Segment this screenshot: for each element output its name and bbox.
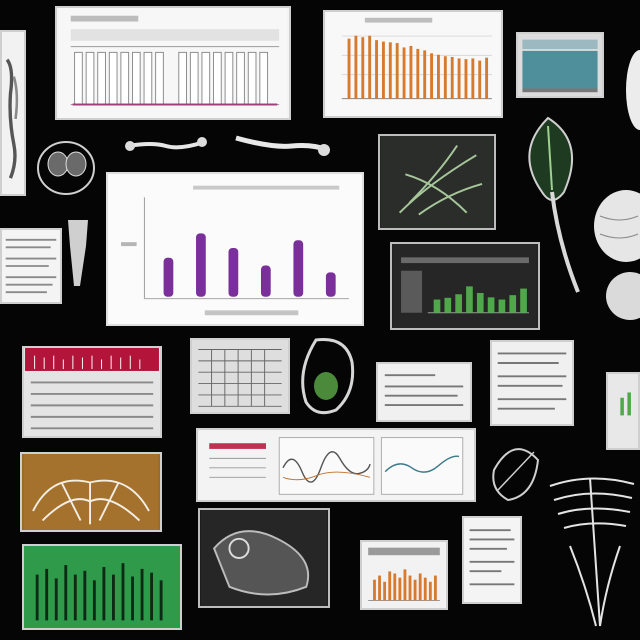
scan-image-panel bbox=[198, 508, 330, 608]
green-bar-thumbnail bbox=[25, 546, 179, 628]
document-panel bbox=[462, 516, 522, 604]
bar bbox=[443, 56, 447, 99]
bar bbox=[402, 47, 406, 99]
bar bbox=[466, 286, 473, 313]
bar bbox=[375, 40, 378, 99]
top-right-chart-panel bbox=[323, 10, 503, 118]
top-right-bar-chart bbox=[326, 12, 500, 116]
bottom-bar-chart bbox=[368, 547, 440, 601]
bar bbox=[498, 299, 506, 313]
data-table-thumbnail bbox=[25, 348, 159, 430]
bar bbox=[368, 35, 372, 99]
green-bars-panel bbox=[22, 544, 182, 630]
bar bbox=[450, 56, 454, 99]
bottom-chart-panel bbox=[360, 540, 448, 610]
top-left-chart-panel bbox=[55, 6, 291, 120]
top-right-screen-panel bbox=[516, 32, 604, 98]
bar bbox=[416, 48, 420, 99]
bar bbox=[163, 257, 174, 297]
bar bbox=[354, 35, 358, 99]
top-left-chart bbox=[59, 8, 287, 118]
tissue-photo-panel bbox=[20, 452, 162, 532]
bar bbox=[388, 42, 392, 99]
bar bbox=[393, 573, 397, 601]
bar bbox=[520, 288, 527, 313]
cell-specimen-icon bbox=[34, 134, 98, 200]
bar bbox=[455, 294, 462, 313]
green-mini-chart bbox=[620, 392, 631, 416]
bar bbox=[457, 58, 461, 99]
bar bbox=[485, 57, 489, 99]
bar bbox=[423, 577, 427, 601]
leaf-image-panel bbox=[378, 134, 496, 230]
bone-specimen-icon bbox=[122, 128, 210, 162]
bar bbox=[437, 54, 440, 99]
bar bbox=[487, 297, 495, 313]
chart-title-placeholder bbox=[193, 185, 340, 190]
bar bbox=[464, 59, 468, 99]
ribcage-illustration-icon bbox=[540, 466, 640, 636]
bar bbox=[395, 43, 399, 99]
document-thumbnail bbox=[469, 529, 515, 586]
bar bbox=[478, 60, 482, 99]
text-lines bbox=[497, 352, 567, 410]
grid-table-panel bbox=[190, 338, 290, 414]
line-charts bbox=[209, 437, 464, 495]
bar bbox=[325, 272, 336, 297]
plant-leaf-icon bbox=[508, 112, 588, 298]
left-notes-panel bbox=[0, 228, 62, 304]
bar bbox=[347, 38, 351, 99]
leaf-outline-icon bbox=[484, 430, 544, 506]
red-table-panel bbox=[22, 346, 162, 438]
center-chart-panel bbox=[106, 172, 364, 326]
bar bbox=[413, 579, 417, 601]
shell-specimen-icon bbox=[590, 186, 640, 266]
bar bbox=[433, 299, 441, 313]
bar bbox=[260, 265, 271, 297]
text-panel-b bbox=[490, 340, 574, 426]
leaf-illustration bbox=[380, 136, 494, 228]
tissue-image bbox=[23, 454, 159, 530]
screen-thumbnail bbox=[522, 39, 598, 93]
grid-thumbnail bbox=[198, 349, 282, 407]
scan-image bbox=[200, 510, 328, 606]
text-panel-a bbox=[376, 362, 472, 422]
center-bar-chart bbox=[109, 174, 361, 324]
bar bbox=[408, 575, 412, 601]
bar bbox=[398, 577, 402, 601]
bar bbox=[403, 569, 407, 601]
bar bbox=[444, 297, 452, 313]
text-lines bbox=[384, 374, 464, 406]
left-anatomy-panel bbox=[0, 30, 26, 196]
green-bar-chart bbox=[393, 244, 537, 328]
bar bbox=[383, 581, 387, 601]
bar bbox=[409, 45, 413, 99]
bar bbox=[433, 575, 437, 601]
bar bbox=[428, 581, 432, 601]
bar bbox=[430, 53, 434, 99]
bar bbox=[378, 575, 381, 601]
notes-thumbnail bbox=[5, 238, 57, 294]
bar bbox=[388, 571, 392, 601]
bar bbox=[418, 573, 422, 601]
skull-specimen-icon bbox=[622, 48, 640, 132]
bar bbox=[373, 579, 376, 601]
tooth-specimen-icon bbox=[56, 216, 100, 290]
bar bbox=[228, 248, 239, 297]
bar bbox=[293, 240, 304, 297]
bone-specimen-icon bbox=[232, 128, 332, 162]
bar bbox=[381, 41, 385, 99]
flask-specimen-icon bbox=[286, 332, 370, 422]
shell-specimen-icon bbox=[604, 270, 640, 322]
bar bbox=[509, 295, 517, 313]
bar bbox=[471, 58, 475, 99]
bar bbox=[476, 292, 484, 313]
line-chart-panel bbox=[196, 428, 476, 502]
bone-illustration-icon bbox=[5, 58, 19, 179]
bar bbox=[361, 37, 365, 99]
right-edge-panel bbox=[606, 372, 640, 450]
bar bbox=[423, 50, 427, 99]
green-chart-panel bbox=[390, 242, 540, 330]
bar bbox=[196, 233, 206, 297]
